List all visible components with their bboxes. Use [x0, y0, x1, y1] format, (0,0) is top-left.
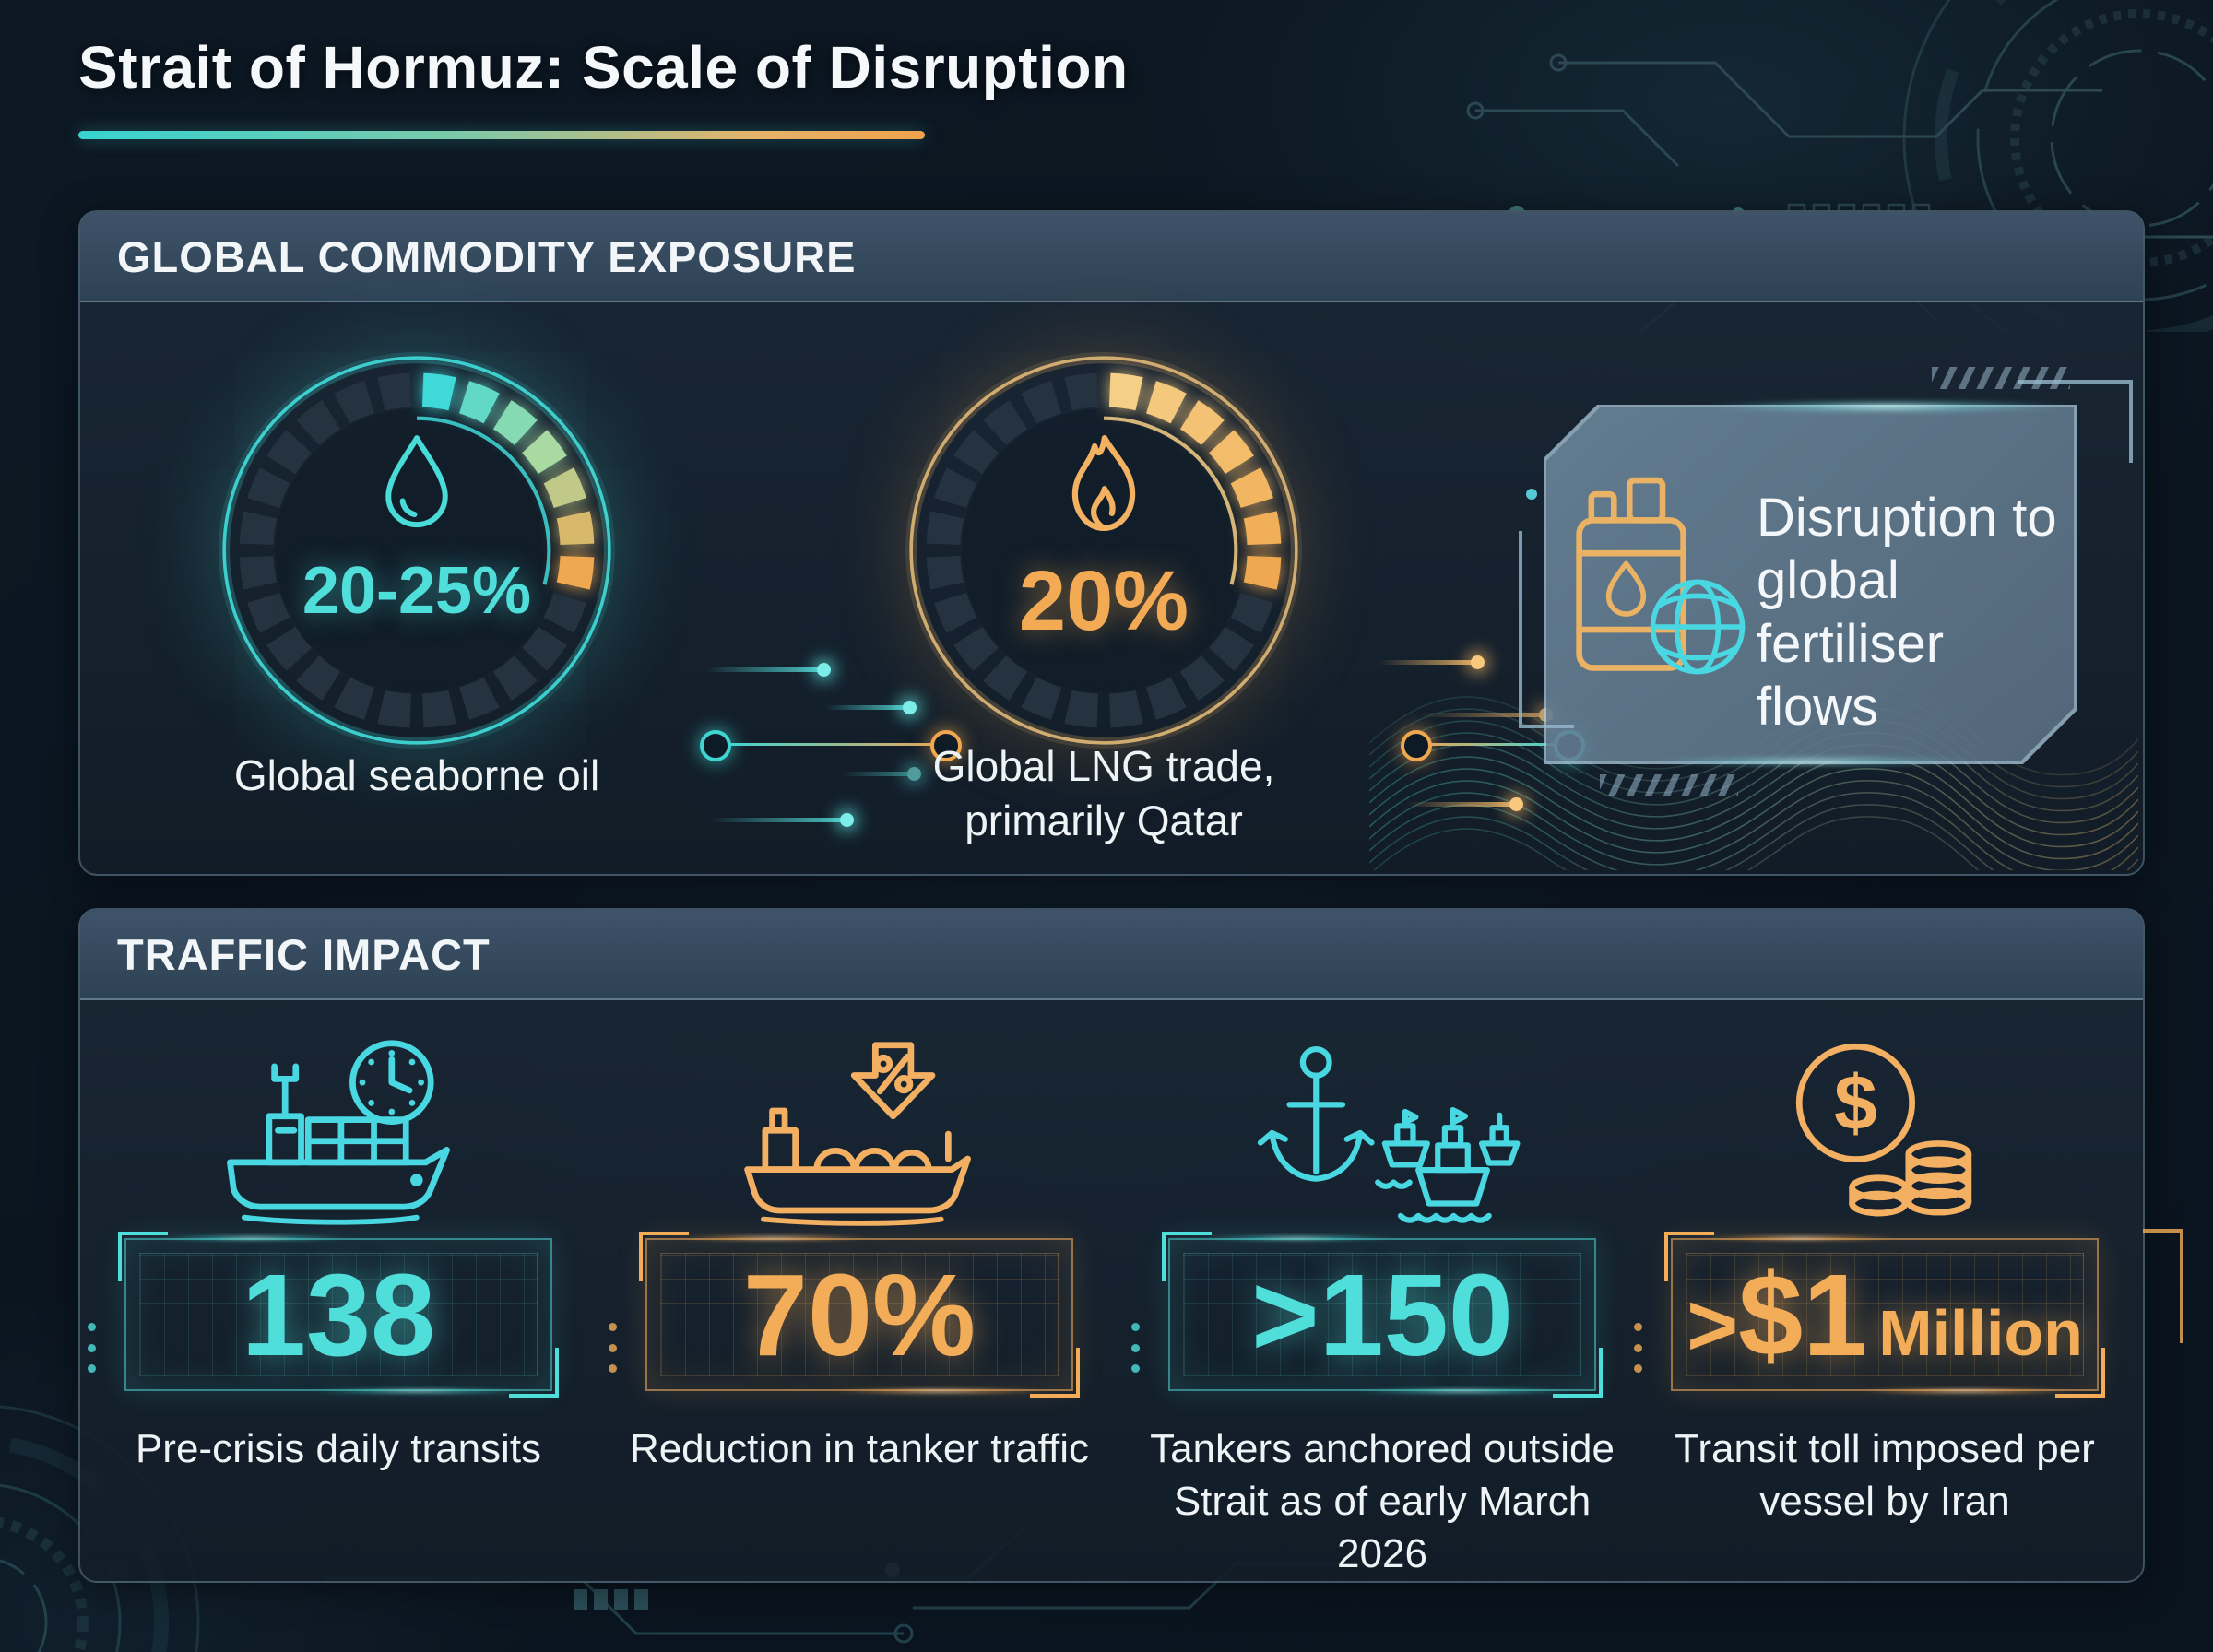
stat-card-tankers-anchored: >150 Tankers anchored outside Strait as … [1124, 1019, 1640, 1576]
lng-gauge-label: Global LNG trade, primarily Qatar [932, 742, 1275, 844]
corner-bracket-decoration [2143, 1229, 2183, 1343]
stat-value: >150 [1251, 1249, 1513, 1380]
panel-header: TRAFFIC IMPACT [80, 910, 2143, 1000]
dots-decoration [1634, 1323, 1643, 1373]
stat-value: 70% [742, 1249, 976, 1380]
flame-icon [905, 431, 1302, 535]
title-underline [78, 131, 925, 139]
droplet-icon [219, 431, 615, 533]
oil-gauge-value: 20-25% [302, 554, 532, 628]
anchor-ships-icon [1124, 1035, 1640, 1233]
stat-label: Transit toll imposed per vessel by Iran [1675, 1426, 2095, 1525]
dot-decoration [1526, 489, 1537, 500]
global-commodity-exposure-panel: GLOBAL COMMODITY EXPOSURE [78, 210, 2145, 876]
stat-value-box: 138 [118, 1232, 559, 1398]
stat-value-box: >150 [1162, 1232, 1603, 1398]
connector-line [726, 743, 936, 746]
stat-value: 138 [241, 1249, 436, 1380]
connector-line [1426, 743, 1563, 746]
svg-text:$: $ [1834, 1059, 1877, 1146]
stat-value-box: 70% [639, 1232, 1080, 1398]
gauge-ring [905, 352, 1302, 749]
dots-decoration [1131, 1323, 1141, 1373]
stat-card-pre-crisis-transits: 138 Pre-crisis daily transits [80, 1019, 597, 1563]
stat-label: Reduction in tanker traffic [629, 1426, 1090, 1471]
connector-node [700, 730, 731, 761]
fertiliser-card-text: Disruption to global fertiliser flows [1757, 488, 2057, 738]
stat-label: Tankers anchored outside Strait as of ea… [1150, 1426, 1615, 1577]
lng-gauge: 20% [905, 352, 1302, 749]
corner-bracket-decoration [2018, 380, 2133, 463]
connector-node [930, 730, 962, 761]
comet-decoration [825, 701, 917, 714]
panel-header: GLOBAL COMMODITY EXPOSURE [80, 212, 2143, 302]
stat-card-tanker-traffic-reduction: 70% Reduction in tanker traffic [601, 1019, 1118, 1563]
traffic-impact-panel: TRAFFIC IMPACT [78, 908, 2183, 1583]
gauge-ring [219, 352, 615, 749]
dollar-coins-icon: $ [1627, 1035, 2143, 1233]
dots-decoration [609, 1323, 618, 1373]
comet-decoration [709, 813, 854, 827]
grid-backdrop [660, 1253, 1059, 1376]
hatch-decoration [1600, 774, 1738, 796]
seaborne-oil-gauge: 20-25% [219, 352, 615, 749]
hatch-decoration [1932, 367, 2070, 389]
page-title: Strait of Hormuz: Scale of Disruption [78, 34, 1129, 100]
stat-label: Pre-crisis daily transits [135, 1426, 542, 1471]
comet-decoration [841, 767, 921, 781]
dots-decoration [88, 1323, 97, 1373]
comet-decoration [1379, 655, 1485, 669]
section-title: GLOBAL COMMODITY EXPOSURE [117, 231, 857, 281]
connector-node [1401, 730, 1432, 761]
comet-decoration [1406, 797, 1523, 811]
lng-gauge-value: 20% [1018, 554, 1189, 648]
corner-bracket-decoration [1519, 531, 1574, 728]
edge-flare-decoration [1703, 400, 2072, 413]
fertiliser-card: Disruption to global fertiliser flows [1546, 407, 2074, 761]
grid-backdrop [1686, 1253, 2084, 1376]
hud-rings-bottom-left-decoration [0, 1405, 200, 1652]
edge-flare-decoration [1648, 756, 1980, 767]
tanker-percent-down-icon [601, 1035, 1118, 1233]
cargo-ship-clock-icon [80, 1035, 597, 1233]
globe-icon [1646, 575, 1749, 678]
oil-gauge-label: Global seaborne oil [233, 751, 600, 799]
grid-backdrop [1183, 1253, 1581, 1376]
section-title: TRAFFIC IMPACT [117, 929, 491, 979]
grid-backdrop [139, 1253, 538, 1376]
comet-decoration [704, 663, 831, 677]
